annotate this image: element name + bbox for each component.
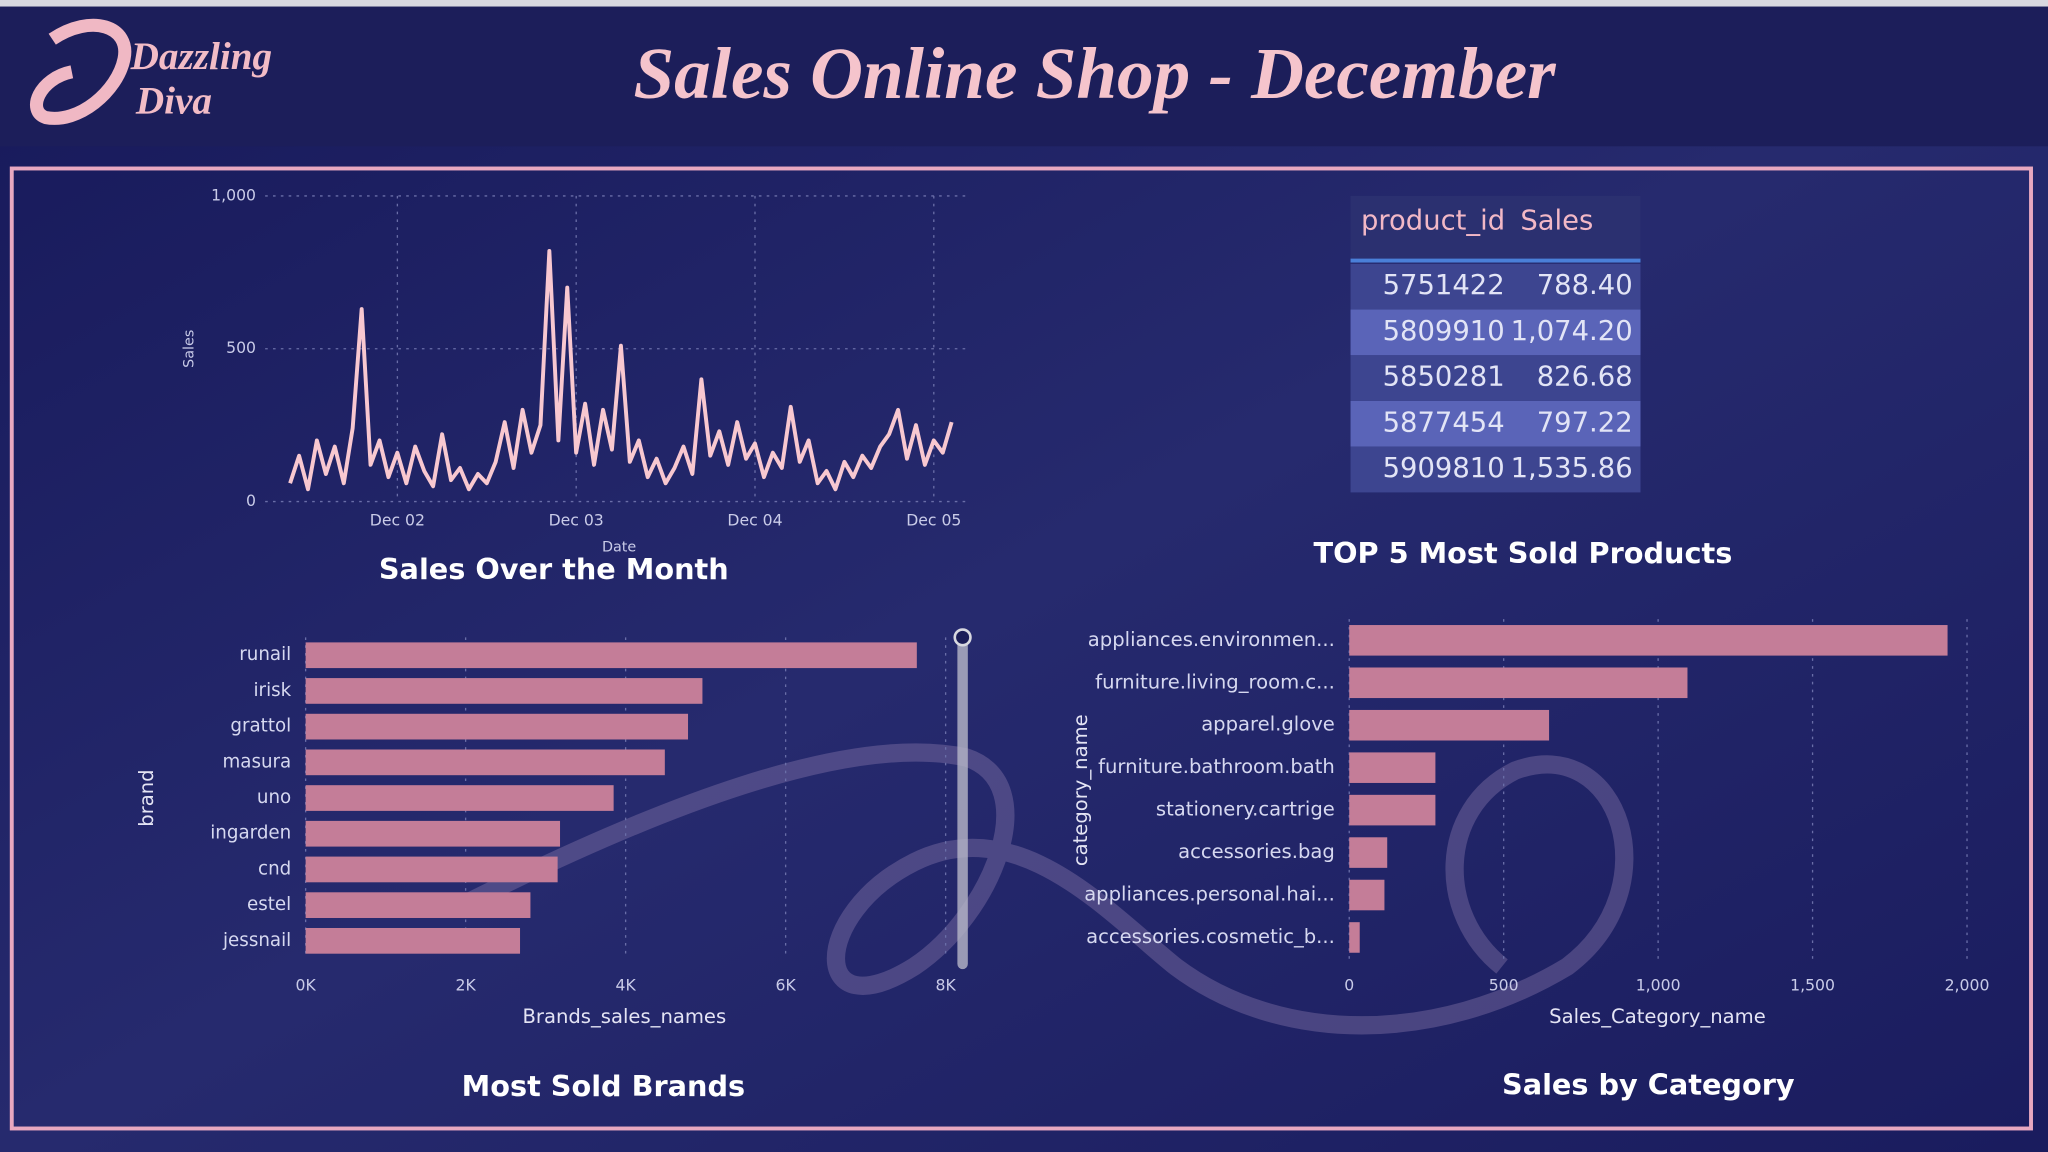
bar bbox=[1349, 922, 1360, 953]
x-tick-label: 2K bbox=[456, 976, 477, 995]
x-tick-label: 1,000 bbox=[1636, 976, 1681, 995]
x-tick-label: Dec 04 bbox=[727, 511, 782, 530]
y-axis-label: Sales bbox=[181, 330, 197, 368]
top-edge bbox=[0, 0, 2048, 7]
bar bbox=[1349, 879, 1385, 911]
bar bbox=[1349, 709, 1550, 741]
bar bbox=[1349, 794, 1436, 826]
y-axis-label: brand bbox=[135, 769, 158, 826]
category-label: stationery.cartrige bbox=[1156, 798, 1335, 821]
bar bbox=[305, 820, 561, 847]
table-row bbox=[1350, 309, 1641, 356]
bar bbox=[305, 749, 665, 776]
table-row bbox=[1350, 263, 1641, 310]
bar bbox=[1349, 625, 1948, 656]
category-label: appliances.personal.hai... bbox=[1084, 883, 1335, 906]
header-bar bbox=[0, 0, 2048, 147]
bar bbox=[1349, 837, 1388, 868]
y-tick-label: 500 bbox=[226, 338, 256, 357]
logo-text: Dazzling bbox=[130, 35, 273, 78]
x-tick-label: 0 bbox=[1344, 976, 1354, 995]
x-tick-label: 1,500 bbox=[1790, 976, 1835, 995]
category-label: grattol bbox=[230, 716, 291, 737]
table-cell: 1,074.20 bbox=[1511, 316, 1633, 347]
x-tick-label: 500 bbox=[1489, 976, 1519, 995]
sales-line bbox=[288, 248, 954, 492]
x-tick-label: 2,000 bbox=[1945, 976, 1990, 995]
table-row bbox=[1350, 446, 1641, 493]
bar bbox=[305, 785, 614, 811]
chart-title: Sales Over the Month bbox=[379, 552, 729, 586]
category-label: uno bbox=[257, 787, 291, 808]
table-cell: 5850281 bbox=[1383, 362, 1505, 393]
page-title: Sales Online Shop - December bbox=[633, 33, 1556, 114]
table-header-line bbox=[1350, 258, 1641, 263]
bar bbox=[305, 927, 521, 954]
table-cell: 826.68 bbox=[1537, 362, 1633, 393]
category-label: masura bbox=[222, 751, 291, 772]
chart-title: Sales by Category bbox=[1502, 1068, 1795, 1102]
category-label: jessnail bbox=[222, 930, 291, 951]
table-cell: 1,535.86 bbox=[1511, 453, 1633, 484]
x-tick-label: Dec 03 bbox=[549, 511, 604, 530]
x-tick-label: 6K bbox=[776, 976, 797, 995]
x-tick-label: 4K bbox=[616, 976, 637, 995]
category-label: irisk bbox=[253, 680, 291, 701]
category-label: furniture.living_room.c... bbox=[1095, 670, 1335, 693]
category-label: estel bbox=[247, 894, 291, 915]
category-label: accessories.bag bbox=[1178, 840, 1335, 863]
category-label: cnd bbox=[258, 858, 291, 879]
y-tick-label: 1,000 bbox=[211, 185, 256, 204]
x-axis-label: Brands_sales_names bbox=[522, 1005, 726, 1028]
category-label: runail bbox=[239, 644, 291, 665]
chart-title: Most Sold Brands bbox=[462, 1069, 745, 1103]
table-cell: 5909810 bbox=[1383, 453, 1505, 484]
table-row bbox=[1350, 355, 1641, 401]
logo-text: Diva bbox=[135, 79, 212, 122]
category-label: apparel.glove bbox=[1201, 713, 1335, 736]
table-cell: 5809910 bbox=[1383, 316, 1505, 347]
table-cell: 5877454 bbox=[1383, 407, 1505, 438]
bar bbox=[1349, 752, 1436, 783]
y-axis-label: category_name bbox=[1069, 714, 1092, 866]
y-tick-label: 0 bbox=[246, 491, 256, 510]
x-axis-label: Sales_Category_name bbox=[1549, 1005, 1766, 1028]
category-label: accessories.cosmetic_b... bbox=[1086, 925, 1335, 948]
x-axis-label: Date bbox=[602, 539, 636, 555]
bar bbox=[305, 642, 917, 669]
chart-title: TOP 5 Most Sold Products bbox=[1314, 536, 1733, 570]
table-cell: 788.40 bbox=[1537, 270, 1633, 301]
panel-border bbox=[9, 166, 2033, 1131]
table-header-bg bbox=[1350, 195, 1641, 262]
bar bbox=[305, 713, 689, 740]
bar bbox=[1349, 667, 1688, 699]
x-tick-label: 8K bbox=[936, 976, 957, 995]
bar bbox=[305, 856, 558, 883]
category-label: furniture.bathroom.bath bbox=[1098, 755, 1335, 778]
scrollbar-handle[interactable] bbox=[953, 628, 972, 647]
category-label: appliances.environmen... bbox=[1088, 628, 1335, 651]
scrollbar[interactable] bbox=[957, 634, 968, 970]
bar bbox=[305, 678, 703, 704]
x-tick-label: Dec 02 bbox=[370, 511, 425, 530]
x-tick-label: 0K bbox=[296, 976, 317, 995]
column-header: Sales bbox=[1520, 206, 1593, 237]
column-header: product_id bbox=[1361, 206, 1505, 237]
table-cell: 797.22 bbox=[1537, 407, 1633, 438]
table-cell: 5751422 bbox=[1383, 270, 1505, 301]
bar bbox=[305, 892, 531, 918]
category-label: ingarden bbox=[210, 823, 291, 844]
logo-icon bbox=[30, 18, 132, 125]
x-tick-label: Dec 05 bbox=[906, 511, 961, 530]
table-row bbox=[1350, 400, 1641, 447]
